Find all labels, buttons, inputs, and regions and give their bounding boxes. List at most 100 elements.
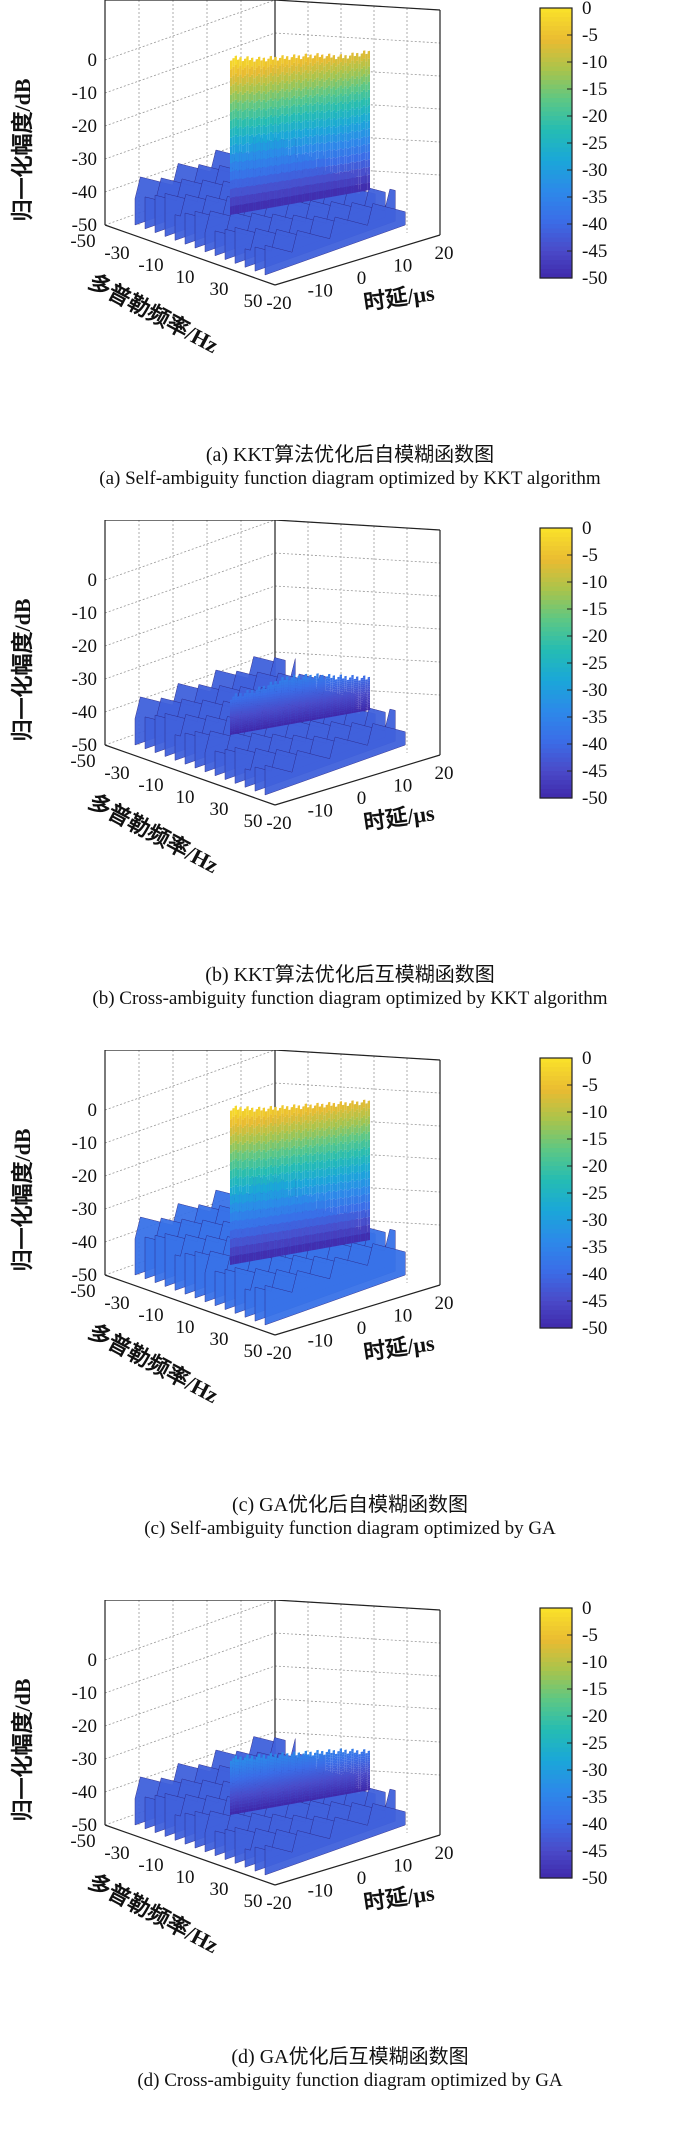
box-edge: [274, 1050, 441, 1061]
ridge-band: [290, 122, 293, 131]
ridge-band: [230, 724, 233, 728]
ridge-band: [251, 74, 254, 84]
ridge-band: [260, 159, 263, 169]
ridge-band: [316, 85, 319, 94]
ridge-band: [232, 723, 235, 727]
ridge-band: [253, 692, 256, 696]
ridge-band: [342, 1754, 345, 1758]
ridge-band: [367, 112, 370, 121]
ridge-band: [279, 131, 282, 141]
ridge-band: [295, 82, 298, 91]
ridge-band: [281, 188, 284, 198]
ridge-band: [349, 101, 352, 110]
ridge-band: [232, 188, 235, 198]
ridge-band: [316, 1760, 319, 1764]
ridge-band: [360, 175, 363, 185]
ridge-band: [251, 1773, 254, 1778]
ridge-band: [304, 1764, 307, 1768]
ridge-band: [311, 1755, 314, 1759]
ridge-band: [297, 699, 300, 703]
ridge-band: [300, 58, 303, 68]
ridge-band: [293, 70, 296, 80]
ridge-band: [363, 81, 366, 90]
colorbar-tick-label: -25: [582, 1183, 607, 1204]
ridge-band: [342, 1785, 345, 1788]
ridge-band: [351, 687, 354, 691]
ridge-band: [325, 150, 328, 159]
ridge-band: [258, 82, 261, 92]
ridge-band: [321, 691, 324, 695]
ridge-band: [363, 1130, 366, 1140]
ridge-band: [330, 165, 333, 174]
ridge-band: [349, 132, 352, 141]
ridge-band: [255, 1150, 258, 1160]
ridge-band: [248, 712, 251, 715]
ridge-band: [248, 1784, 251, 1789]
ridge-band: [325, 696, 328, 700]
ridge-band: [358, 1760, 361, 1763]
ridge-band: [304, 1185, 307, 1195]
ridge-band: [286, 163, 289, 172]
ridge-band: [358, 1783, 361, 1786]
ridge-band: [360, 694, 363, 697]
ridge-band: [300, 707, 303, 711]
ridge-band: [360, 1762, 363, 1766]
figure-panel-b: 0 -10 -20 -30 -40 -50 -50 -30 -10 10 30 50 -20 -10 0 10…: [0, 520, 700, 1030]
ridge-band: [239, 1794, 242, 1798]
ridge-band: [251, 1801, 254, 1806]
ridge-band: [332, 1793, 335, 1797]
ridge-band: [316, 1749, 319, 1754]
ridge-band: [283, 712, 286, 716]
ridge-band: [279, 181, 282, 190]
colorbar-tick-label: -25: [582, 133, 607, 154]
ridge-band: [260, 1771, 263, 1776]
doppler-tick-label: -50: [70, 1281, 95, 1302]
ridge-band: [255, 1777, 258, 1781]
colorbar-tick-label: -15: [582, 1679, 607, 1700]
ridge-band: [337, 179, 340, 189]
ridge-band: [230, 1802, 233, 1807]
ridge-band: [304, 715, 307, 720]
ridge-band: [360, 709, 363, 712]
ridge-band: [335, 1781, 338, 1785]
ridge-band: [314, 1169, 317, 1178]
ridge-band: [281, 1769, 284, 1774]
ridge-band: [288, 1141, 291, 1151]
ridge-band: [300, 1108, 303, 1118]
ridge-band: [360, 168, 363, 177]
ridge-band: [244, 723, 247, 726]
ridge-band: [351, 1751, 354, 1754]
ridge-band: [234, 1158, 237, 1168]
ridge-band: [239, 1790, 242, 1795]
ridge-band: [255, 1201, 258, 1211]
ridge-band: [337, 1151, 340, 1160]
ridge-band: [297, 186, 300, 195]
ridge-band: [346, 1780, 349, 1783]
ridge-band: [321, 134, 324, 143]
ridge-band: [367, 151, 370, 160]
ridge-band: [321, 696, 324, 700]
ridge-band: [295, 705, 298, 709]
ridge-band: [330, 1168, 333, 1177]
ridge-band: [255, 134, 258, 144]
ridge-band: [365, 1769, 368, 1773]
ridge-band: [302, 1780, 305, 1784]
ridge-band: [286, 697, 289, 701]
ridge-band: [351, 1790, 354, 1794]
ridge-band: [363, 144, 366, 153]
ridge-band: [323, 711, 326, 714]
ridge-band: [325, 1207, 328, 1217]
ridge-band: [304, 1798, 307, 1802]
ridge-band: [353, 124, 356, 133]
ridge-band: [358, 1776, 361, 1780]
ridge-band: [325, 1120, 328, 1129]
ridge-band: [251, 1218, 254, 1228]
ridge-band: [307, 1785, 310, 1789]
ridge-band: [335, 1230, 338, 1239]
ridge-band: [262, 695, 265, 699]
ridge-band: [274, 190, 277, 199]
ridge-band: [363, 1786, 366, 1789]
ridge-band: [295, 1786, 298, 1791]
ridge-band: [241, 722, 244, 725]
ridge-band: [365, 1225, 368, 1234]
